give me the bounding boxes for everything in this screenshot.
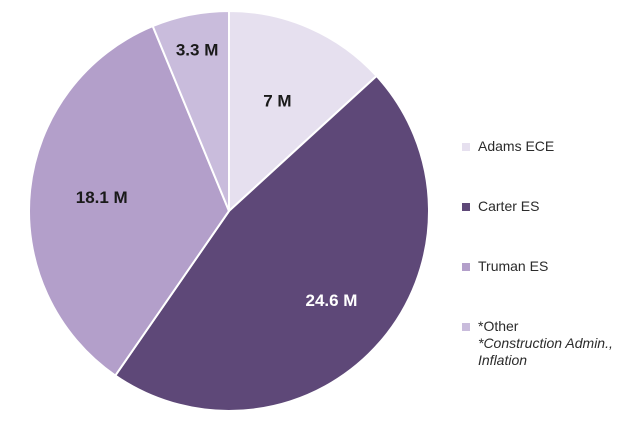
pie-slice-truman-es xyxy=(28,24,231,377)
legend-note-line-2: Inflation xyxy=(478,352,528,368)
pie-label-carter-es: 24.6 M xyxy=(306,291,358,310)
legend-label-adams-ece: Adams ECE xyxy=(478,138,555,154)
legend-label-other: *Other xyxy=(478,318,519,334)
legend-swatch-truman-es xyxy=(462,263,470,271)
pie-label-truman-es: 18.1 M xyxy=(76,188,128,207)
legend-item-carter-es: Carter ES xyxy=(462,198,643,215)
legend-swatch-other xyxy=(462,323,470,331)
legend-note-line-1: *Construction Admin., xyxy=(478,335,613,351)
legend-item-adams-ece: Adams ECE xyxy=(462,138,643,155)
legend-item-other: *Other *Construction Admin., Inflation xyxy=(462,318,643,369)
pie-slice-other xyxy=(151,9,230,212)
pie-label-adams-ece: 7 M xyxy=(263,92,291,111)
legend: Adams ECE Carter ES Truman ES *Other *Co… xyxy=(462,138,643,412)
legend-label-carter-es: Carter ES xyxy=(478,198,540,214)
pie-slice-adams-ece xyxy=(228,9,378,214)
legend-swatch-carter-es xyxy=(462,203,470,211)
pie-slice-carter-es xyxy=(113,74,430,412)
pie-slices xyxy=(28,9,430,412)
pie-labels: 7 M 24.6 M 18.1 M 3.3 M xyxy=(76,41,358,310)
pie-label-other: 3.3 M xyxy=(176,41,219,60)
legend-swatch-adams-ece xyxy=(462,143,470,151)
legend-label-truman-es: Truman ES xyxy=(478,258,549,274)
legend-item-truman-es: Truman ES xyxy=(462,258,643,275)
